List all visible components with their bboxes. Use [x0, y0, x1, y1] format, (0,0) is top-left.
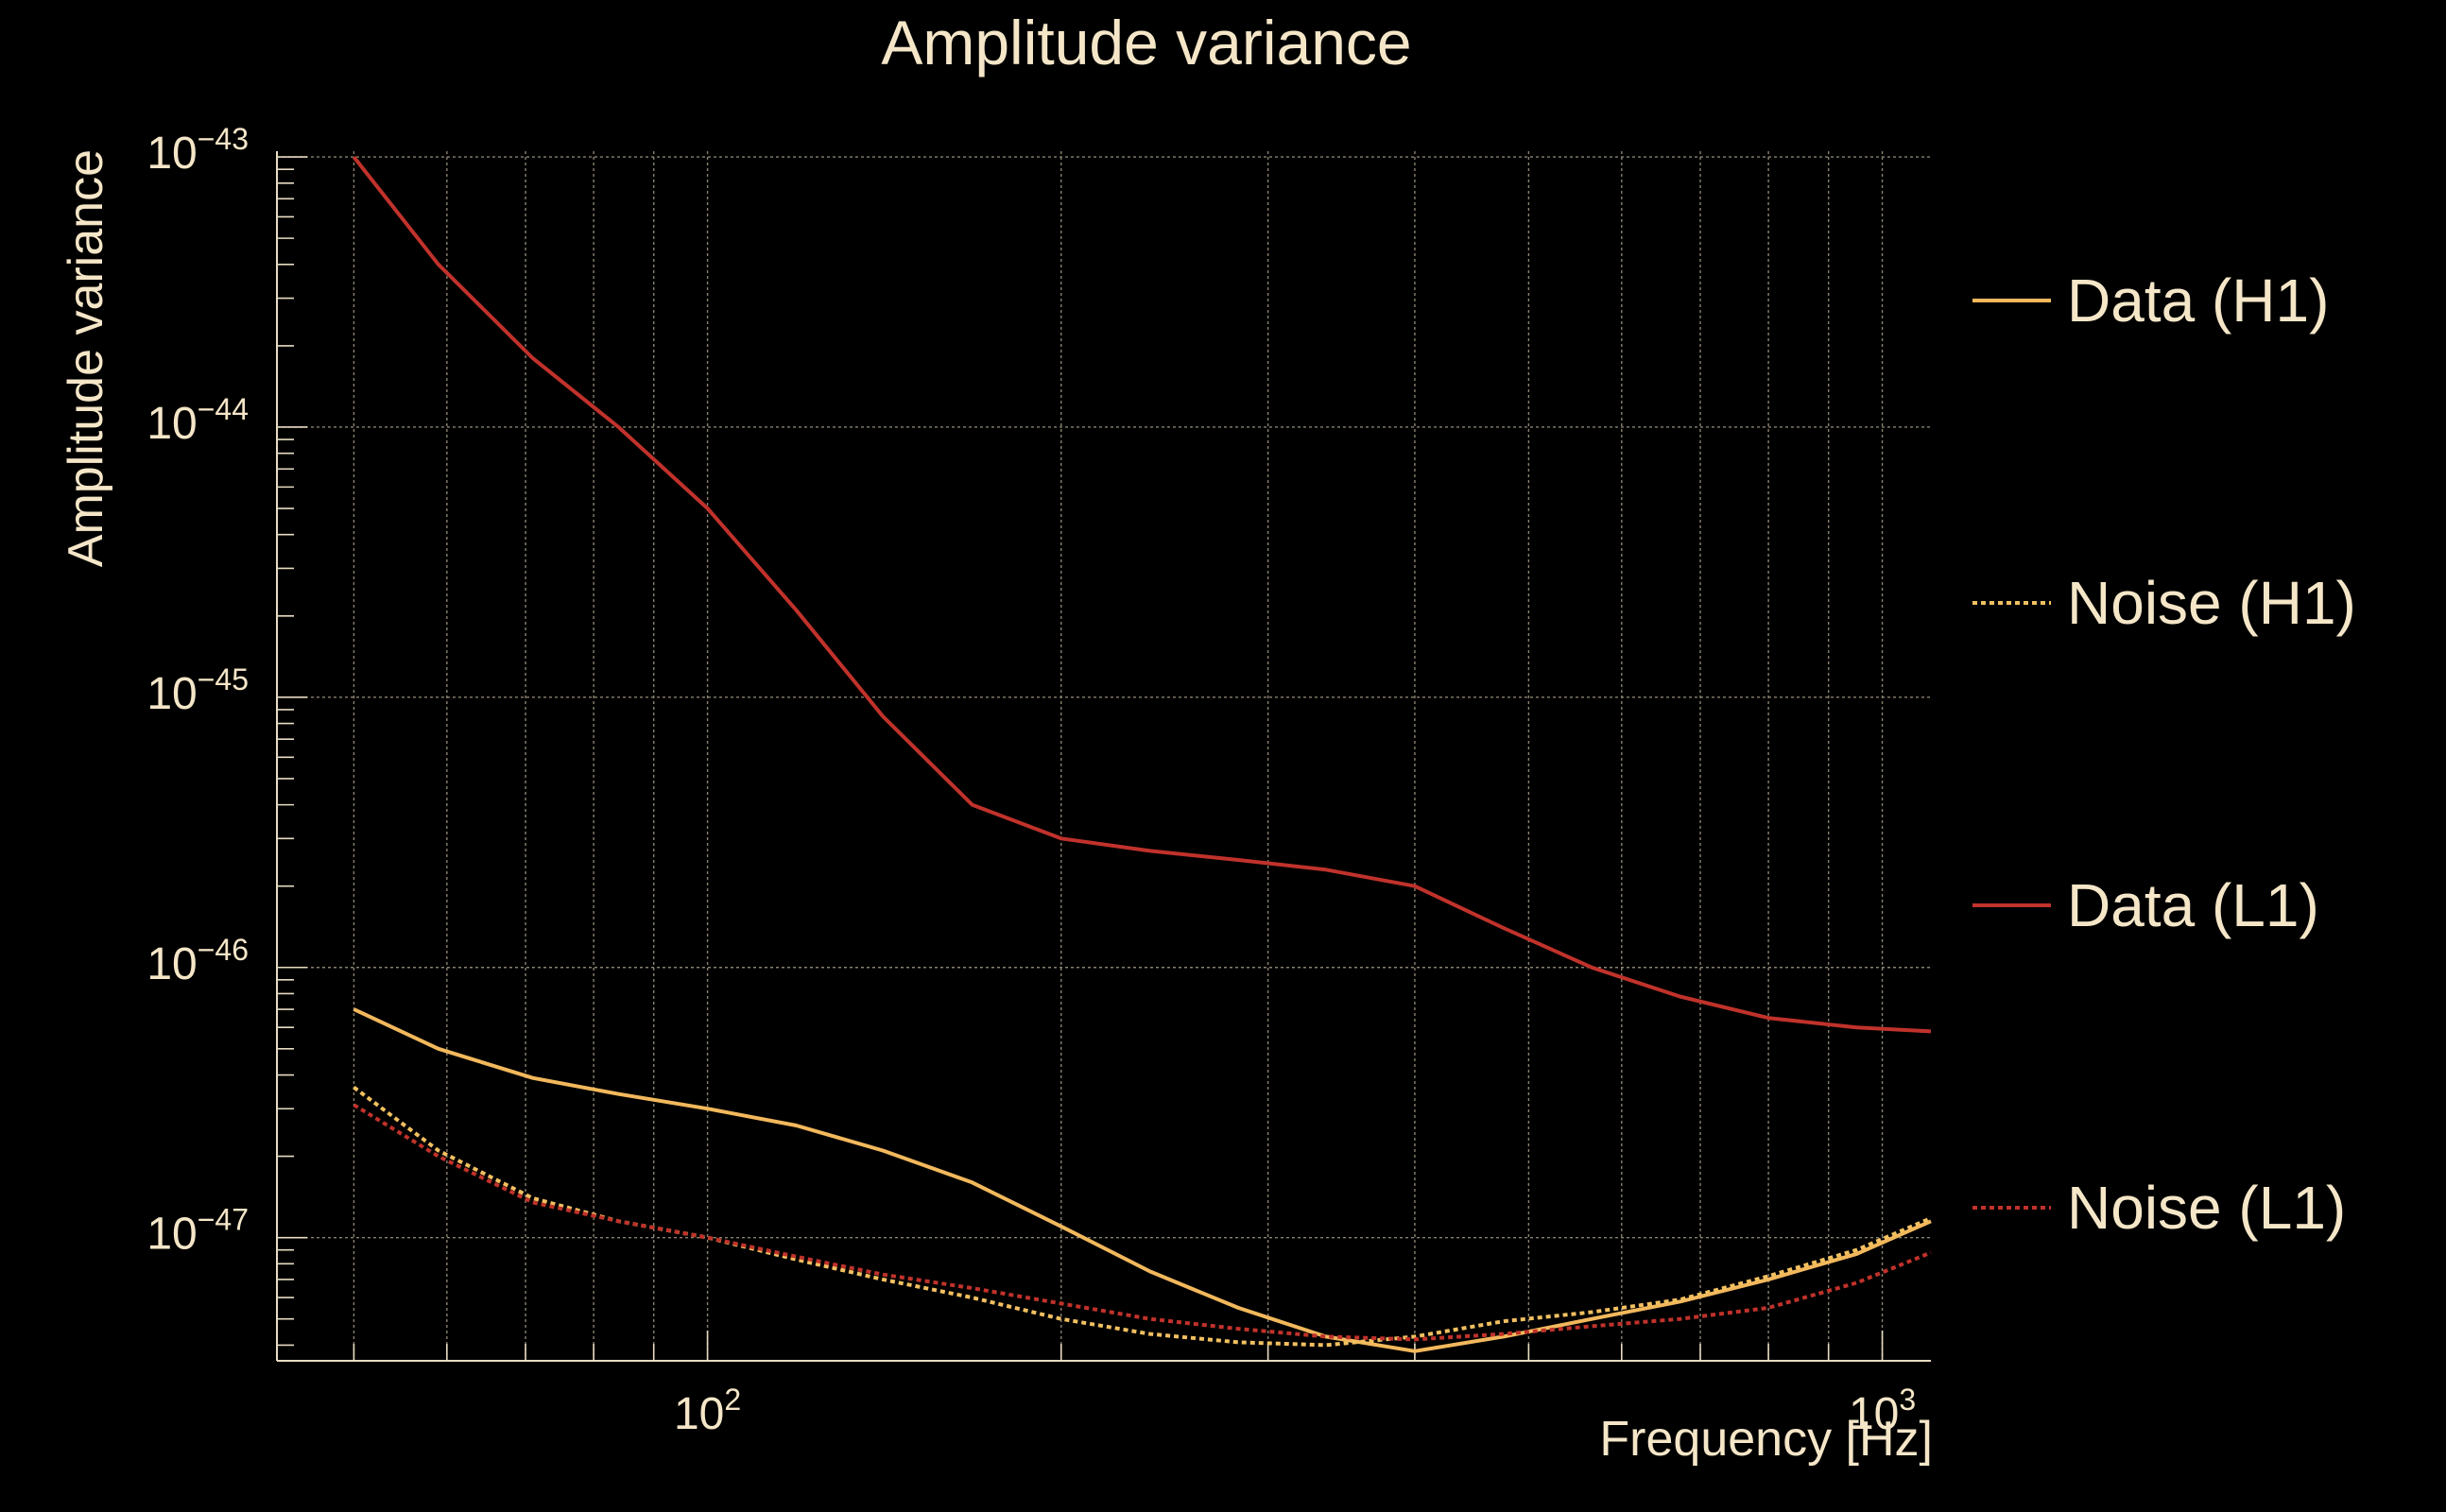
y-tick-label: 10−45: [146, 662, 249, 719]
legend-label: Noise (H1): [2067, 569, 2356, 637]
legend-item: Noise (H1): [1972, 569, 2356, 637]
x-tick-label: 102: [674, 1383, 741, 1439]
series-line-2: [352, 155, 1932, 1034]
y-tick-label-base: 10: [146, 129, 197, 179]
chart-title: Amplitude variance: [881, 8, 1411, 77]
x-tick-label-base: 10: [674, 1389, 724, 1439]
y-tick-label-exponent: −44: [198, 392, 249, 426]
x-tick-label-exponent: 3: [1899, 1383, 1916, 1417]
y-tick-label-exponent: −47: [198, 1203, 249, 1237]
legend-item: Data (H1): [1972, 266, 2329, 335]
y-tick-label-base: 10: [146, 1210, 197, 1260]
axis-layer: [276, 151, 1931, 1362]
series-line-3: [353, 1103, 1932, 1342]
legend-item: Data (L1): [1972, 871, 2319, 939]
y-tick-label-exponent: −43: [198, 122, 249, 156]
x-tick-label: 103: [1849, 1383, 1916, 1439]
legend-label: Noise (L1): [2067, 1174, 2346, 1242]
legend: Data (H1) Noise (H1) Data (L1) Noise (L1): [1972, 266, 2356, 1242]
x-tick-label-exponent: 2: [724, 1383, 741, 1417]
y-tick-label-base: 10: [146, 939, 197, 989]
legend-label: Data (L1): [2067, 871, 2319, 939]
y-tick-label: 10−47: [146, 1203, 249, 1260]
x-axis-label: Frequency [Hz]: [1599, 1412, 1933, 1467]
y-tick-label: 10−43: [146, 122, 249, 179]
grid-layer: [277, 151, 1931, 1361]
legend-label: Data (H1): [2067, 266, 2329, 335]
y-tick-label: 10−44: [146, 392, 249, 449]
y-tick-label-base: 10: [146, 399, 197, 449]
series-line-0: [353, 1007, 1932, 1353]
y-tick-label-base: 10: [146, 669, 197, 719]
y-tick-label: 10−46: [146, 933, 249, 989]
y-axis-label: Amplitude variance: [59, 149, 113, 567]
y-tick-label-exponent: −46: [198, 933, 249, 967]
y-tick-label-exponent: −45: [198, 662, 249, 696]
series-layer: [352, 155, 1932, 1353]
x-tick-label-base: 10: [1849, 1389, 1899, 1439]
legend-item: Noise (L1): [1972, 1174, 2346, 1242]
